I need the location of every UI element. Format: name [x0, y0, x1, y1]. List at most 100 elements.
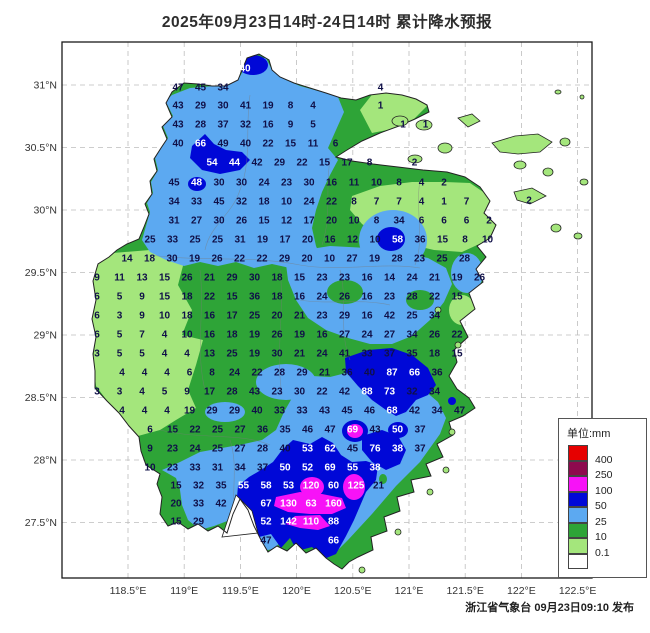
- county-boundaries: [149, 94, 421, 526]
- precip-value: 27: [234, 425, 246, 436]
- precip-value: 63: [305, 499, 317, 510]
- precip-value: 32: [193, 481, 205, 492]
- island-daishan: [457, 113, 481, 128]
- precip-value: 45: [213, 197, 225, 208]
- precip-value: 10: [348, 216, 360, 227]
- precip-value: 20: [302, 235, 314, 246]
- region-rain-100-250-c: [300, 477, 324, 497]
- lat-axis-label: 29°N: [34, 330, 57, 342]
- precip-value: 29: [296, 368, 308, 379]
- precip-value: 5: [162, 387, 168, 398]
- region-rain-25-50-mid: [256, 364, 316, 400]
- precip-value: 4: [164, 406, 170, 417]
- precip-value: 21: [294, 349, 306, 360]
- precip-value: 9: [139, 311, 145, 322]
- precip-value: 38: [369, 463, 381, 474]
- precip-value: 26: [429, 330, 441, 341]
- region-rain-100-250-d: [274, 492, 346, 514]
- region-rain-50-100-dot58: [377, 227, 405, 251]
- precip-value: 15: [159, 273, 171, 284]
- precip-value: 43: [319, 406, 331, 417]
- precip-value: 8: [367, 158, 373, 169]
- island-bay-2: [415, 119, 433, 131]
- precip-value: 16: [324, 235, 336, 246]
- precip-value: 24: [229, 368, 241, 379]
- precip-value: 26: [211, 254, 223, 265]
- precip-value: 4: [419, 197, 425, 208]
- region-rain-25-50-center: [286, 246, 452, 344]
- precip-value: 21: [204, 273, 216, 284]
- precip-value: 27: [191, 216, 203, 227]
- precip-value: 49: [217, 139, 229, 150]
- precip-value: 33: [167, 235, 179, 246]
- islands: [358, 89, 589, 574]
- legend-swatch: [568, 460, 588, 476]
- precip-value: 15: [167, 425, 179, 436]
- precip-value: 1: [423, 120, 429, 131]
- precip-value: 37: [217, 120, 229, 131]
- precip-value: 28: [195, 120, 207, 131]
- precip-value: 19: [369, 254, 381, 265]
- precip-value: 2: [486, 216, 492, 227]
- precip-value: 36: [249, 292, 261, 303]
- precip-value: 40: [364, 368, 376, 379]
- precip-value: 8: [396, 178, 402, 189]
- precip-value: 36: [414, 235, 426, 246]
- region-rain-50-100-nw: [190, 134, 250, 174]
- precip-value: 24: [316, 349, 328, 360]
- island-liuheng: [513, 187, 547, 205]
- precip-value: 16: [361, 273, 373, 284]
- precip-value: 20: [170, 499, 182, 510]
- precip-value: 4: [184, 349, 190, 360]
- precip-value: 7: [464, 197, 470, 208]
- axis-labels: 118.5°E 119°E 119.5°E 120°E 120.5°E 121°E 121.…: [25, 80, 597, 598]
- precip-value: 25: [226, 349, 238, 360]
- precip-value: 42: [339, 387, 351, 398]
- precip-value: 7: [139, 330, 145, 341]
- precip-value: 16: [316, 330, 328, 341]
- legend-label: 100: [595, 484, 613, 497]
- precip-value: 36: [341, 368, 353, 379]
- precip-value: 87: [386, 368, 398, 379]
- precip-value: 33: [274, 406, 286, 417]
- precip-value: 34: [429, 311, 441, 322]
- precip-value: 46: [364, 406, 376, 417]
- precip-value: 3: [94, 387, 100, 398]
- precip-value: 25: [249, 311, 261, 322]
- island: [437, 142, 453, 154]
- publisher-note: 浙江省气象台 09月23日09:10 发布: [465, 602, 634, 614]
- precip-value: 6: [94, 330, 100, 341]
- precip-value: 9: [288, 120, 294, 131]
- region-rain-0-10-west: [92, 250, 203, 436]
- precip-value: 41: [240, 101, 252, 112]
- precip-value: 22: [451, 330, 463, 341]
- precip-value: 25: [212, 425, 224, 436]
- precip-value: 53: [283, 481, 295, 492]
- precip-value: 29: [206, 406, 218, 417]
- precip-value: 4: [162, 349, 168, 360]
- precip-value: 40: [172, 139, 184, 150]
- precip-value: 23: [316, 311, 328, 322]
- precip-value: 11: [308, 139, 319, 150]
- precip-value: 8: [374, 216, 380, 227]
- precip-value: 33: [193, 499, 205, 510]
- precip-value: 58: [392, 235, 404, 246]
- precip-value: 27: [339, 330, 351, 341]
- lon-axis-label: 120°E: [282, 585, 311, 597]
- precip-value: 25: [436, 254, 448, 265]
- precip-value: 34: [393, 216, 405, 227]
- precip-value: 18: [181, 292, 193, 303]
- precip-value: 1: [441, 197, 447, 208]
- precip-value: 33: [191, 197, 203, 208]
- precip-value: 36: [257, 425, 269, 436]
- island: [513, 160, 527, 170]
- precip-value: 11: [349, 178, 360, 189]
- precip-value: 6: [147, 425, 153, 436]
- lon-axis-label: 119°E: [170, 585, 198, 597]
- precip-value: 10: [159, 311, 171, 322]
- precip-value: 58: [260, 481, 272, 492]
- precip-value: 25: [212, 235, 224, 246]
- precip-value: 19: [451, 273, 463, 284]
- precip-value: 6: [419, 216, 425, 227]
